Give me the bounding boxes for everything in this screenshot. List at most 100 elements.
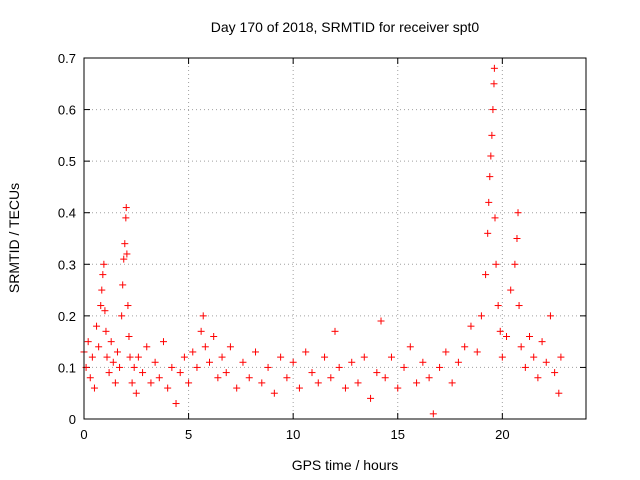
data-point: [239, 358, 247, 366]
data-point: [295, 384, 303, 392]
data-point: [210, 332, 218, 340]
data-point: [233, 384, 241, 392]
data-point: [473, 348, 481, 356]
y-tick-label: 0.4: [58, 206, 76, 221]
data-point: [555, 389, 563, 397]
data-point: [538, 338, 546, 346]
x-tick-label: 15: [391, 427, 405, 442]
data-point: [507, 286, 515, 294]
data-point: [97, 302, 105, 310]
data-point: [327, 374, 335, 382]
y-tick-label: 0.7: [58, 51, 76, 66]
data-point: [492, 260, 500, 268]
y-tick-label: 0: [69, 412, 76, 427]
data-point: [494, 302, 502, 310]
data-point: [530, 353, 538, 361]
data-point: [201, 343, 209, 351]
data-point: [103, 353, 111, 361]
data-point: [377, 317, 385, 325]
data-point: [88, 353, 96, 361]
data-point: [193, 363, 201, 371]
grid: [84, 58, 586, 419]
data-point: [214, 374, 222, 382]
data-point: [367, 394, 375, 402]
data-point: [381, 374, 389, 382]
data-point: [185, 379, 193, 387]
data-point: [100, 260, 108, 268]
data-point: [126, 353, 134, 361]
data-point: [189, 348, 197, 356]
data-point: [373, 369, 381, 377]
data-point: [534, 374, 542, 382]
data-point: [98, 286, 106, 294]
data-point: [526, 332, 534, 340]
data-point: [490, 64, 498, 72]
data-point: [477, 312, 485, 320]
data-point: [172, 400, 180, 408]
data-point: [490, 80, 498, 88]
data-point: [461, 343, 469, 351]
data-point: [400, 363, 408, 371]
data-point: [314, 379, 322, 387]
data-point: [331, 327, 339, 335]
data-point: [425, 374, 433, 382]
data-point: [429, 410, 437, 418]
data-point: [551, 369, 559, 377]
data-point: [105, 369, 113, 377]
axis-ticks: 0 5 10 15 20 0 0.1 0.2 0.3 0.4 0.5 0.6 0.7: [58, 51, 586, 442]
data-point: [155, 374, 163, 382]
data-point: [496, 327, 504, 335]
data-point: [176, 369, 184, 377]
data-point: [542, 358, 550, 366]
data-point: [482, 271, 490, 279]
data-point: [113, 348, 121, 356]
data-point: [513, 235, 521, 242]
data-point: [125, 332, 133, 340]
data-point: [132, 389, 140, 397]
data-point: [102, 327, 110, 335]
data-point: [122, 204, 130, 212]
data-point: [139, 369, 147, 377]
data-point: [86, 374, 94, 382]
data-point: [557, 353, 565, 361]
data-point: [354, 379, 362, 387]
x-tick-label: 20: [495, 427, 509, 442]
x-tick-label: 0: [80, 427, 87, 442]
data-point: [258, 379, 266, 387]
data-point: [84, 338, 92, 346]
data-point: [485, 198, 493, 206]
data-point: [222, 369, 230, 377]
data-point: [484, 229, 492, 237]
data-point: [130, 363, 138, 371]
data-point: [226, 343, 234, 351]
data-point: [121, 240, 129, 248]
data-point: [107, 338, 115, 346]
data-point: [93, 322, 101, 330]
y-tick-label: 0.6: [58, 103, 76, 118]
y-tick-label: 0.1: [58, 360, 76, 375]
data-point: [546, 312, 554, 320]
data-point: [442, 348, 450, 356]
data-point: [197, 327, 205, 335]
data-point: [134, 353, 142, 361]
data-point: [245, 374, 253, 382]
data-point: [199, 312, 207, 320]
data-point: [120, 255, 128, 263]
data-point: [118, 312, 126, 320]
data-point: [488, 131, 496, 139]
data-point: [436, 363, 444, 371]
data-point: [143, 343, 151, 351]
x-tick-label: 5: [185, 427, 192, 442]
data-point: [489, 106, 497, 114]
data-point: [116, 363, 124, 371]
data-point: [491, 214, 499, 222]
data-point: [348, 358, 356, 366]
data-point: [122, 214, 130, 222]
x-axis-title: GPS time / hours: [292, 457, 399, 473]
data-point: [99, 271, 107, 279]
data-point: [164, 384, 172, 392]
data-point: [514, 209, 522, 217]
data-point: [521, 363, 529, 371]
y-tick-label: 0.5: [58, 154, 76, 169]
